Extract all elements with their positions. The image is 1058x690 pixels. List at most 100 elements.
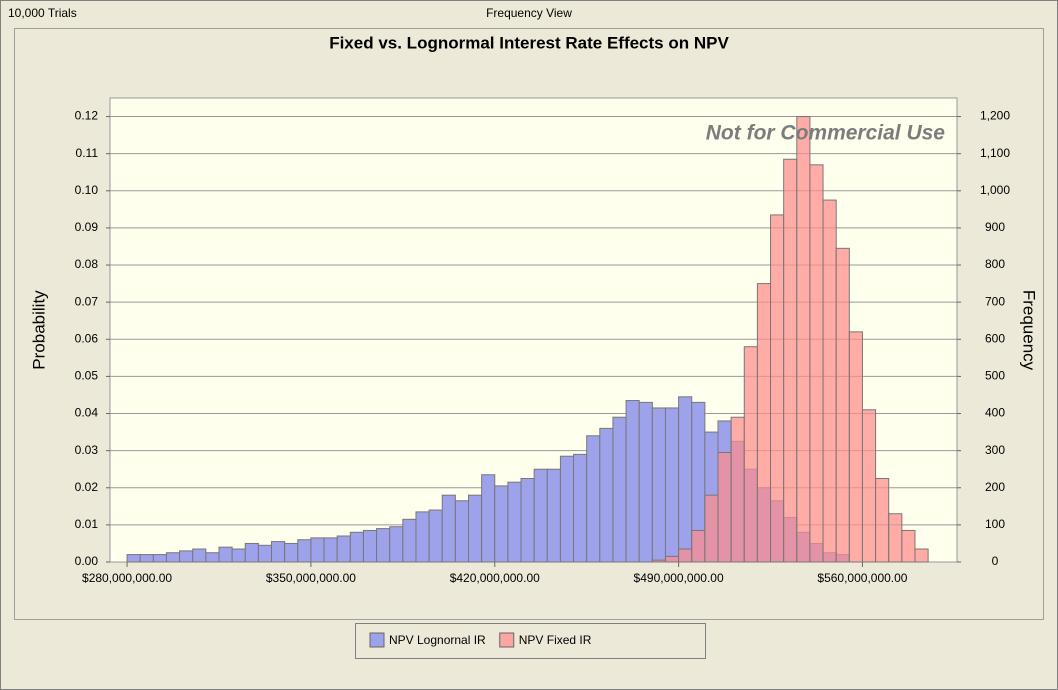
- histogram-bar: [691, 529, 706, 563]
- y2-tick-label: 0: [992, 554, 999, 568]
- histogram-bar: [257, 544, 273, 563]
- histogram-bar: [507, 481, 522, 563]
- y2-tick-label: 400: [985, 406, 1005, 420]
- histogram-bar: [376, 528, 391, 563]
- legend-label: NPV Fixed IR: [519, 633, 592, 647]
- histogram-bar: [743, 346, 758, 563]
- histogram-bar: [796, 116, 811, 563]
- histogram-bar: [297, 539, 312, 563]
- y-tick-label: 0.07: [75, 294, 99, 308]
- legend-swatch: [499, 632, 515, 648]
- histogram-bar: [152, 554, 167, 563]
- trials-label: 10,000 Trials: [8, 6, 77, 20]
- histogram-bar: [126, 554, 141, 563]
- histogram-bar: [612, 416, 627, 563]
- histogram-bar: [875, 477, 890, 563]
- x-tick-label: $280,000,000.00: [82, 571, 172, 585]
- x-tick-label: $420,000,000.00: [450, 571, 540, 585]
- histogram-bar: [664, 407, 680, 563]
- legend: [355, 623, 706, 659]
- y-tick-label: 0.03: [75, 443, 99, 457]
- histogram-bar: [651, 559, 666, 563]
- histogram-bar: [835, 247, 850, 563]
- legend-label: NPV Lognornal IR: [389, 633, 486, 647]
- histogram-bar: [481, 474, 496, 563]
- y-tick-label: 0.11: [76, 146, 99, 160]
- y2-tick-label: 600: [985, 331, 1005, 345]
- histogram-bar: [888, 513, 903, 563]
- y-tick-label: 0.09: [75, 220, 99, 234]
- y-tick-label: 0.08: [75, 257, 99, 271]
- legend-swatch: [369, 632, 385, 648]
- histogram-bar: [822, 199, 837, 563]
- y-tick-label: 0.05: [75, 369, 99, 383]
- histogram-bar: [310, 537, 325, 563]
- histogram-bar: [599, 427, 614, 563]
- y-axis-label: Probability: [29, 290, 48, 370]
- histogram-bar: [441, 494, 456, 563]
- histogram-bar: [467, 494, 483, 563]
- histogram-bar: [192, 548, 207, 563]
- histogram-bar: [218, 546, 233, 563]
- y2-tick-label: 1,200: [980, 109, 1010, 123]
- histogram-bar: [402, 518, 417, 563]
- histogram-bar: [704, 494, 719, 563]
- y2-axis-label: Frequency: [1020, 290, 1039, 371]
- chart-title: Fixed vs. Lognormal Interest Rate Effect…: [329, 33, 729, 52]
- histogram-bar: [454, 500, 469, 563]
- y-tick-label: 0.10: [75, 183, 99, 197]
- y2-tick-label: 200: [985, 480, 1005, 494]
- histogram-bar: [349, 531, 364, 563]
- histogram-bar: [323, 537, 338, 563]
- histogram-bar: [664, 555, 680, 563]
- histogram-bar: [901, 529, 916, 563]
- histogram-bar: [546, 468, 561, 563]
- y2-tick-label: 800: [985, 257, 1005, 271]
- histogram-bar: [586, 435, 601, 563]
- histogram-bar: [678, 548, 693, 563]
- histogram-bar: [638, 401, 653, 563]
- view-label: Frequency View: [486, 6, 572, 20]
- histogram-bar: [559, 455, 575, 563]
- histogram-bar: [625, 400, 640, 563]
- y-tick-label: 0.12: [75, 109, 99, 123]
- histogram-bar: [783, 158, 798, 563]
- y2-tick-label: 300: [985, 443, 1005, 457]
- histogram-bar: [389, 526, 404, 563]
- histogram-bar: [271, 541, 286, 563]
- y2-tick-label: 1,100: [980, 146, 1010, 160]
- histogram-bar: [428, 509, 443, 563]
- y2-tick-label: 700: [985, 294, 1005, 308]
- x-tick-label: $560,000,000.00: [817, 571, 907, 585]
- histogram-bar: [415, 511, 430, 563]
- y2-tick-label: 500: [985, 369, 1005, 383]
- histogram-bar: [861, 409, 877, 563]
- histogram-bar: [573, 453, 588, 563]
- y-tick-label: 0.00: [75, 554, 99, 568]
- histogram-bar: [770, 214, 785, 563]
- histogram-bar: [494, 485, 509, 563]
- histogram-bar: [244, 542, 259, 563]
- histogram-bar: [520, 477, 535, 563]
- histogram-bar: [362, 529, 378, 563]
- x-tick-label: $350,000,000.00: [266, 571, 356, 585]
- histogram-bar: [205, 552, 220, 563]
- histogram-bar: [678, 396, 693, 563]
- y2-tick-label: 1,000: [980, 183, 1010, 197]
- histogram-bar: [809, 164, 824, 563]
- histogram-bar: [533, 468, 548, 563]
- histogram-bar: [717, 451, 732, 563]
- histogram-bar: [756, 283, 772, 563]
- watermark: Not for Commercial Use: [706, 122, 946, 145]
- histogram-bar: [730, 416, 745, 563]
- histogram-bar: [914, 548, 929, 563]
- y-tick-label: 0.06: [75, 331, 99, 345]
- y-tick-label: 0.02: [75, 480, 99, 494]
- histogram-bar: [848, 331, 863, 563]
- histogram-bar: [139, 554, 154, 563]
- histogram-bar: [284, 542, 299, 563]
- histogram-bar: [336, 535, 351, 563]
- histogram-bar: [165, 552, 181, 563]
